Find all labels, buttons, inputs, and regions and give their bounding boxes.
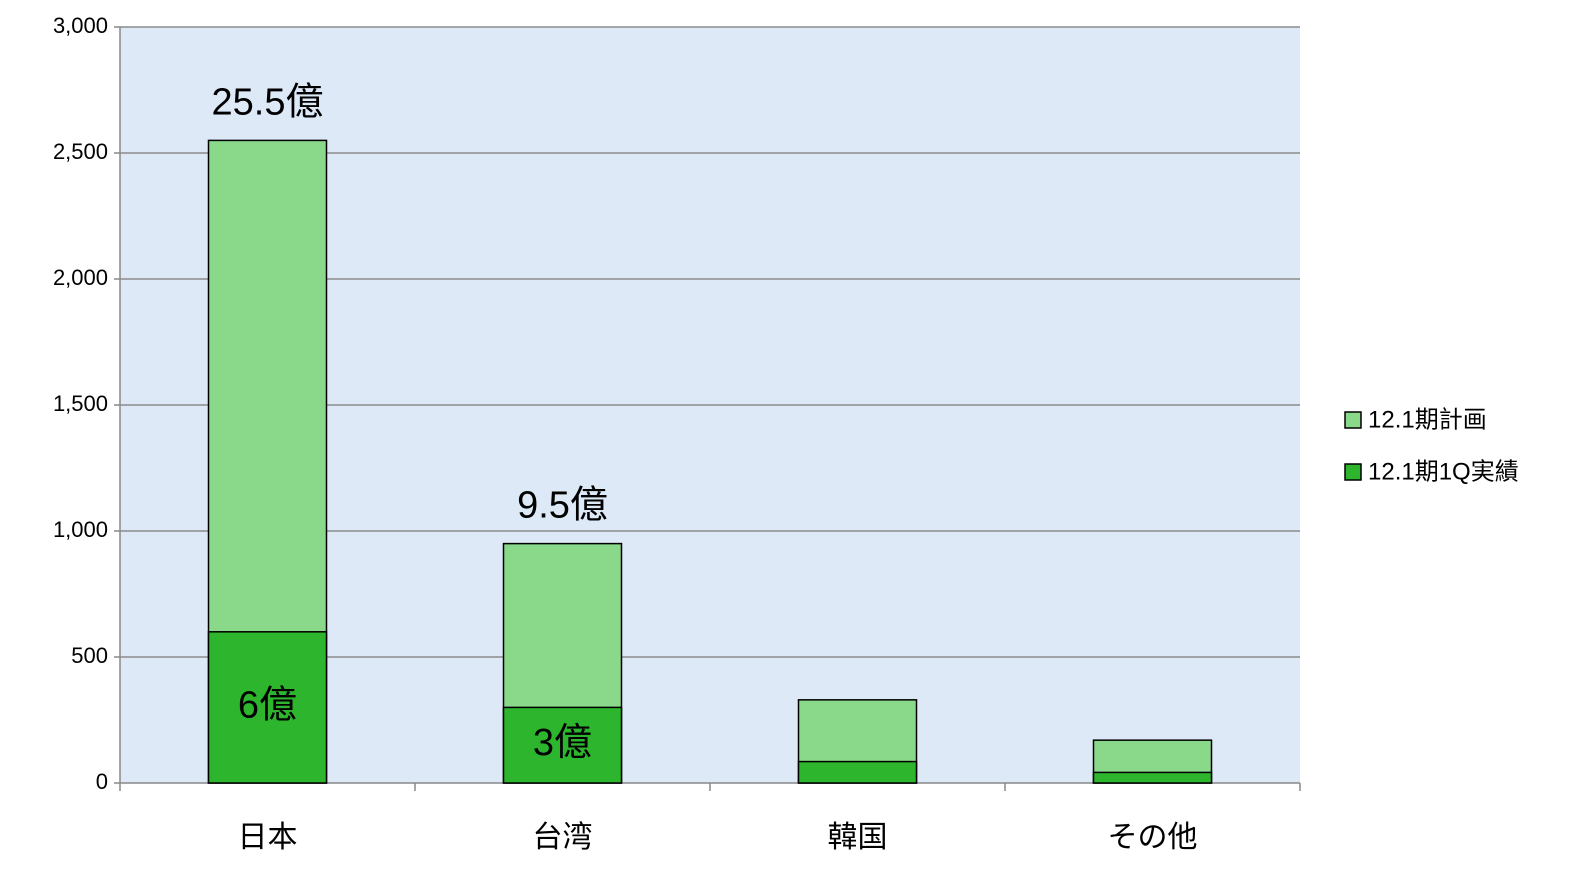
- y-tick-label: 3,000: [53, 13, 108, 38]
- bar: [797, 760, 918, 784]
- legend-label: 12.1期計画: [1368, 406, 1487, 433]
- y-tick-label: 500: [71, 643, 108, 668]
- legend-label: 12.1期1Q実績: [1368, 458, 1519, 485]
- x-tick-label: 台湾: [533, 821, 593, 854]
- y-tick-label: 2,500: [53, 139, 108, 164]
- legend-swatch: [1344, 463, 1362, 481]
- bar: [207, 631, 328, 784]
- legend-swatch: [1344, 411, 1362, 429]
- bar: [1092, 771, 1213, 784]
- x-tick-label: 韓国: [828, 821, 888, 854]
- bar: [502, 706, 623, 784]
- y-tick-label: 1,000: [53, 517, 108, 542]
- x-tick-label: 日本: [238, 821, 298, 854]
- y-tick-label: 1,500: [53, 391, 108, 416]
- data-label: 9.5億: [517, 485, 608, 527]
- y-tick-label: 2,000: [53, 265, 108, 290]
- y-tick-label: 0: [96, 769, 108, 794]
- data-label: 6億: [238, 684, 297, 726]
- data-label: 3億: [533, 722, 592, 764]
- data-label: 25.5億: [212, 81, 324, 123]
- x-tick-label: その他: [1108, 821, 1198, 854]
